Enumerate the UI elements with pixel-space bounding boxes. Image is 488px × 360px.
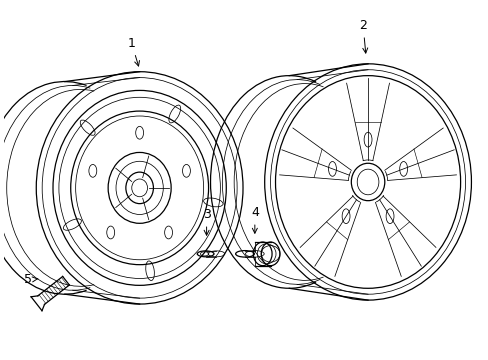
- Text: 3: 3: [202, 208, 210, 235]
- Text: 1: 1: [127, 37, 139, 66]
- Text: 4: 4: [250, 206, 258, 233]
- Text: 5: 5: [24, 273, 38, 286]
- Text: 2: 2: [359, 19, 367, 53]
